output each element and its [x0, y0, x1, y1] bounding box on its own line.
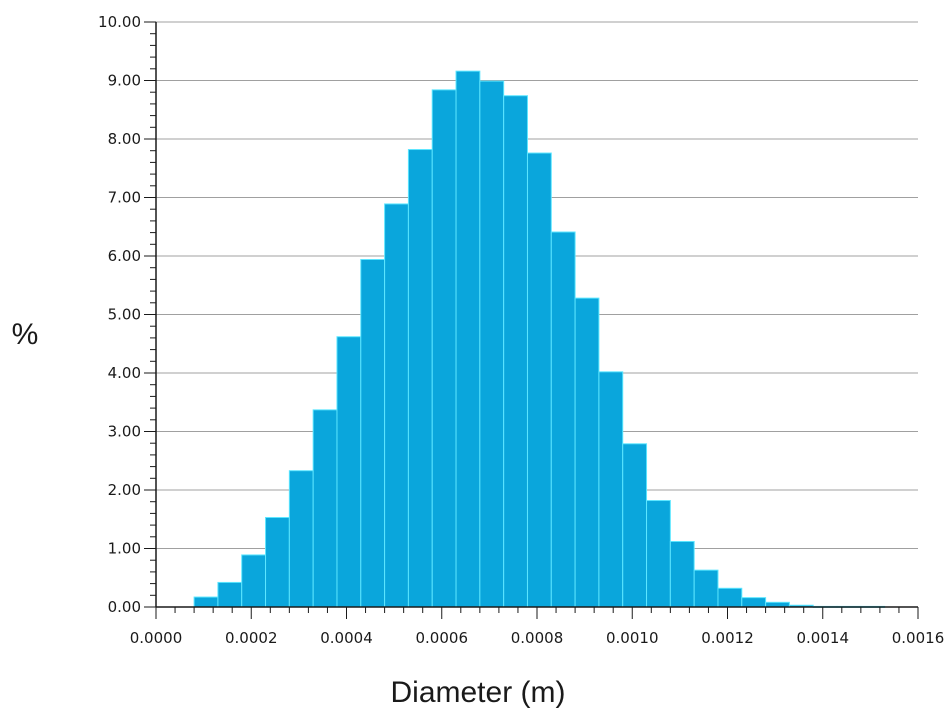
x-tick-label: 0.0006: [416, 629, 469, 647]
bar: [337, 337, 361, 607]
bar: [480, 81, 504, 607]
y-tick-label: 5.00: [108, 306, 141, 324]
bar: [647, 501, 671, 607]
y-tick-label: 9.00: [108, 72, 141, 90]
bar: [289, 471, 313, 607]
y-axis-title: %: [12, 318, 39, 351]
bar: [385, 204, 409, 607]
bar: [432, 90, 456, 607]
y-tick-label: 1.00: [108, 540, 141, 558]
y-tick-label: 7.00: [108, 189, 141, 207]
y-tick-label: 4.00: [108, 364, 141, 382]
bar: [456, 71, 480, 607]
bar: [408, 150, 432, 607]
x-axis-title: Diameter (m): [390, 676, 565, 709]
bar: [718, 588, 742, 607]
y-tick-label: 3.00: [108, 423, 141, 441]
bar: [623, 444, 647, 607]
bar: [194, 597, 218, 607]
y-tick-label: 0.00: [108, 598, 141, 616]
bar: [527, 153, 551, 607]
x-tick-label: 0.0014: [797, 629, 850, 647]
bar: [694, 570, 718, 607]
x-tick-label: 0.0008: [511, 629, 564, 647]
x-tick-label: 0.0004: [320, 629, 373, 647]
x-tick-label: 0.0016: [892, 629, 945, 647]
bar: [504, 96, 528, 607]
histogram-bars: [194, 71, 885, 607]
bar: [551, 232, 575, 607]
bar: [266, 517, 290, 607]
bar: [599, 372, 623, 607]
bar: [242, 555, 266, 607]
bar: [742, 598, 766, 607]
x-tick-label: 0.0012: [701, 629, 754, 647]
bar: [313, 410, 337, 607]
bar: [670, 541, 694, 607]
bar: [361, 260, 385, 607]
x-tick-label: 0.0000: [130, 629, 183, 647]
bar: [218, 582, 242, 607]
bar: [575, 298, 599, 607]
y-tick-label: 10.00: [98, 13, 141, 31]
x-tick-labels: 0.0000 0.0002 0.0004 0.0006 0.0008 0.0010 0.00…: [130, 629, 945, 647]
y-tick-label: 6.00: [108, 247, 141, 265]
x-tick-label: 0.0002: [225, 629, 278, 647]
y-tick-label: 2.00: [108, 481, 141, 499]
x-tick-label: 0.0010: [606, 629, 659, 647]
y-tick-labels: 0.00 1.00 2.00 3.00 4.00 5.00 6.00 7.00 8.00 9.00…: [98, 13, 141, 616]
y-tick-label: 8.00: [108, 130, 141, 148]
